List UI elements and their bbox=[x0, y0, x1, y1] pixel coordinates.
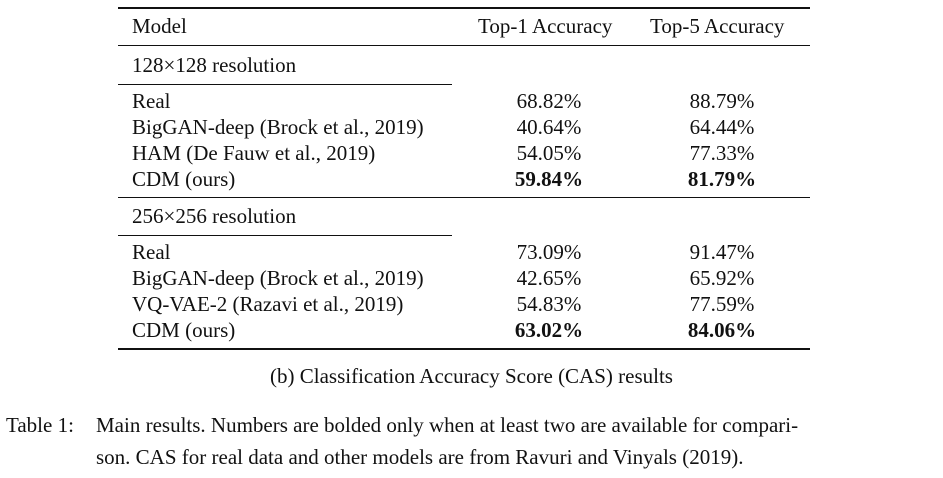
row-top5: 65.92% bbox=[689, 266, 755, 290]
header-model: Model bbox=[132, 14, 187, 38]
section-title-256: 256×256 resolution bbox=[132, 204, 297, 228]
row-top1: 68.82% bbox=[516, 89, 582, 113]
section1-title-rule bbox=[118, 84, 452, 85]
row-model: CDM (ours) bbox=[132, 318, 236, 342]
row-top5: 88.79% bbox=[689, 89, 755, 113]
table-top-rule bbox=[118, 7, 810, 9]
section-title-128: 128×128 resolution bbox=[132, 53, 297, 77]
caption-line-1: Main results. Numbers are bolded only wh… bbox=[96, 413, 799, 437]
row-top5-bold: 81.79% bbox=[687, 167, 757, 191]
header-bottom-rule bbox=[118, 45, 810, 46]
header-top1-accuracy: Top-1 Accuracy bbox=[478, 14, 613, 38]
table-bottom-rule bbox=[118, 348, 810, 350]
row-model: CDM (ours) bbox=[132, 167, 236, 191]
table-label: Table 1: bbox=[6, 413, 74, 437]
subcaption: (b) Classification Accuracy Score (CAS) … bbox=[270, 364, 673, 388]
row-top5: 77.59% bbox=[689, 292, 755, 316]
row-model: BigGAN-deep (Brock et al., 2019) bbox=[132, 266, 424, 290]
row-model: BigGAN-deep (Brock et al., 2019) bbox=[132, 115, 424, 139]
row-top1-bold: 63.02% bbox=[514, 318, 584, 342]
row-top5: 91.47% bbox=[689, 240, 755, 264]
row-top5: 64.44% bbox=[689, 115, 755, 139]
row-model: VQ-VAE-2 (Razavi et al., 2019) bbox=[132, 292, 404, 316]
row-model: HAM (De Fauw et al., 2019) bbox=[132, 141, 376, 165]
row-top1: 73.09% bbox=[516, 240, 582, 264]
row-top1: 54.83% bbox=[516, 292, 582, 316]
row-top1-bold: 59.84% bbox=[514, 167, 584, 191]
caption-line-2: son. CAS for real data and other models … bbox=[96, 445, 744, 469]
section2-title-rule bbox=[118, 235, 452, 236]
row-top1: 42.65% bbox=[516, 266, 582, 290]
row-top5: 77.33% bbox=[689, 141, 755, 165]
row-top5-bold: 84.06% bbox=[687, 318, 757, 342]
row-top1: 40.64% bbox=[516, 115, 582, 139]
row-top1: 54.05% bbox=[516, 141, 582, 165]
row-model: Real bbox=[132, 240, 171, 264]
section-divider-rule bbox=[118, 197, 810, 198]
row-model: Real bbox=[132, 89, 171, 113]
header-top5-accuracy: Top-5 Accuracy bbox=[650, 14, 785, 38]
